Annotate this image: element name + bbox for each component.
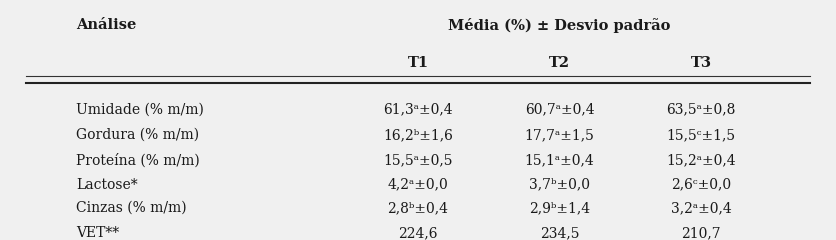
- Text: 4,2ᵃ±0,0: 4,2ᵃ±0,0: [388, 178, 448, 192]
- Text: Média (%) ± Desvio padrão: Média (%) ± Desvio padrão: [448, 18, 670, 33]
- Text: 2,6ᶜ±0,0: 2,6ᶜ±0,0: [671, 178, 732, 192]
- Text: VET**: VET**: [76, 226, 120, 240]
- Text: 15,5ᵃ±0,5: 15,5ᵃ±0,5: [383, 153, 453, 168]
- Text: Cinzas (% m/m): Cinzas (% m/m): [76, 201, 187, 215]
- Text: 15,2ᵃ±0,4: 15,2ᵃ±0,4: [666, 153, 737, 168]
- Text: T3: T3: [691, 56, 711, 70]
- Text: 60,7ᵃ±0,4: 60,7ᵃ±0,4: [525, 103, 594, 117]
- Text: 2,9ᵇ±1,4: 2,9ᵇ±1,4: [529, 201, 590, 215]
- Text: T2: T2: [549, 56, 570, 70]
- Text: T1: T1: [407, 56, 429, 70]
- Text: Análise: Análise: [76, 18, 137, 32]
- Text: 3,2ᵃ±0,4: 3,2ᵃ±0,4: [671, 201, 732, 215]
- Text: Proteína (% m/m): Proteína (% m/m): [76, 153, 200, 168]
- Text: Umidade (% m/m): Umidade (% m/m): [76, 103, 204, 117]
- Text: 234,5: 234,5: [540, 226, 579, 240]
- Text: 224,6: 224,6: [398, 226, 438, 240]
- Text: 210,7: 210,7: [681, 226, 721, 240]
- Text: 63,5ᵃ±0,8: 63,5ᵃ±0,8: [666, 103, 736, 117]
- Text: 17,7ᵃ±1,5: 17,7ᵃ±1,5: [525, 128, 594, 142]
- Text: 61,3ᵃ±0,4: 61,3ᵃ±0,4: [383, 103, 453, 117]
- Text: Gordura (% m/m): Gordura (% m/m): [76, 128, 200, 142]
- Text: 15,1ᵃ±0,4: 15,1ᵃ±0,4: [525, 153, 594, 168]
- Text: Lactose*: Lactose*: [76, 178, 138, 192]
- Text: 16,2ᵇ±1,6: 16,2ᵇ±1,6: [383, 128, 453, 142]
- Text: 15,5ᶜ±1,5: 15,5ᶜ±1,5: [667, 128, 736, 142]
- Text: 2,8ᵇ±0,4: 2,8ᵇ±0,4: [388, 201, 448, 215]
- Text: 3,7ᵇ±0,0: 3,7ᵇ±0,0: [529, 178, 590, 192]
